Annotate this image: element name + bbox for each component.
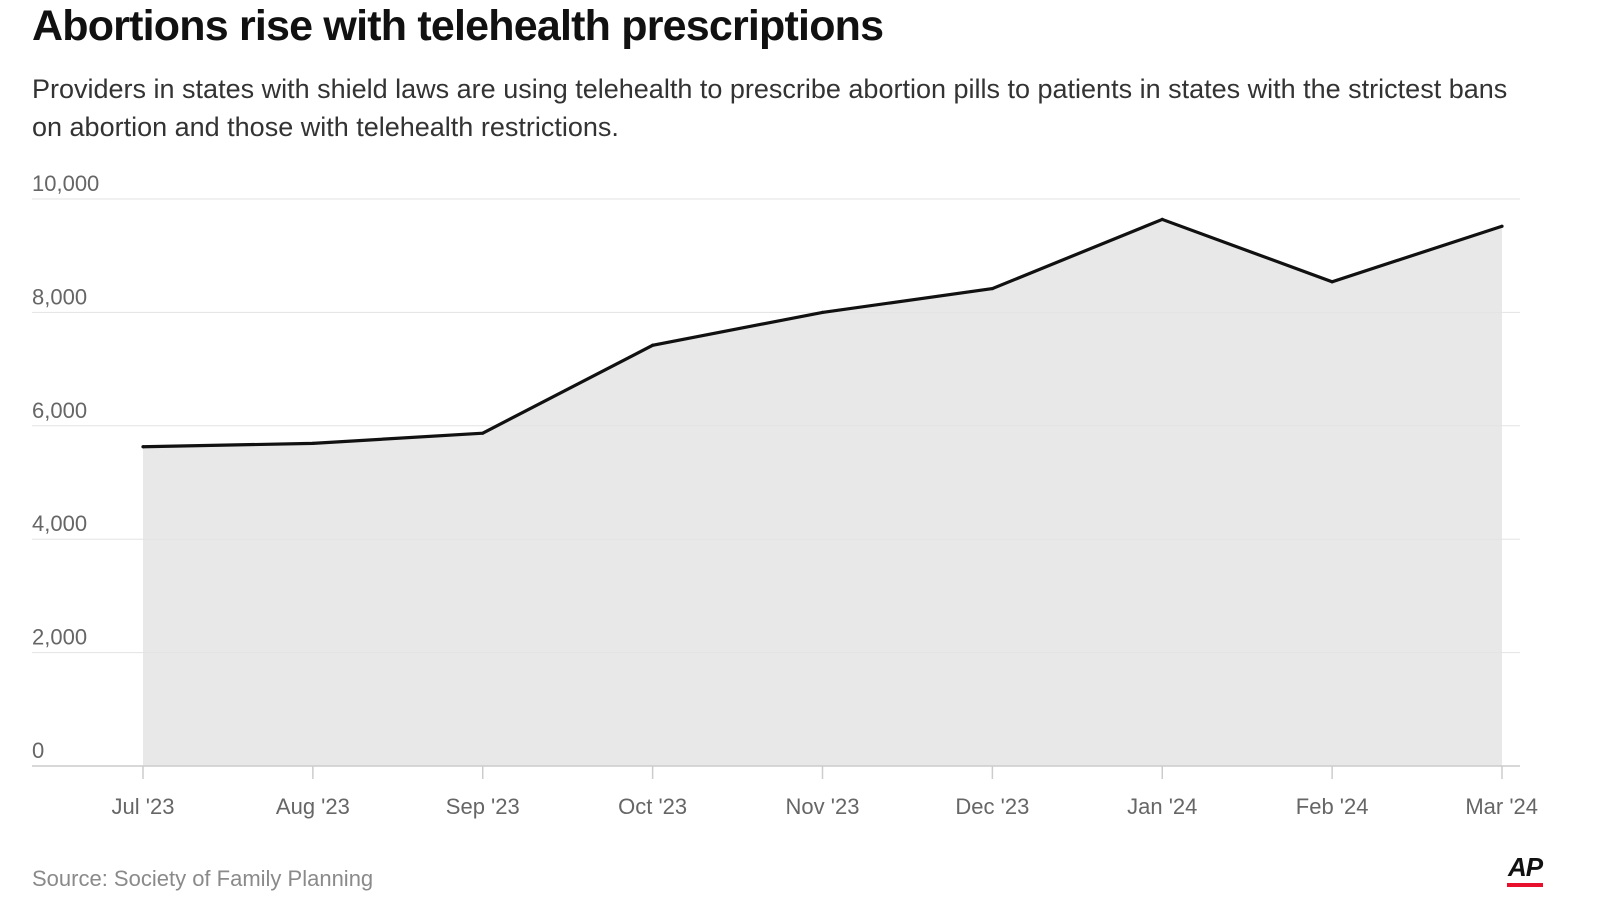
ap-logo-red-bar bbox=[1507, 883, 1543, 887]
data-point bbox=[311, 441, 315, 445]
y-tick-label: 10,000 bbox=[32, 171, 99, 196]
x-tick-label: Oct '23 bbox=[618, 794, 687, 819]
x-tick-label: Dec '23 bbox=[955, 794, 1029, 819]
line-area-chart: 0 2,000 4,000 6,000 8,000 10,000 Jul '23 Aug '2… bbox=[32, 171, 1538, 819]
source-note: Source: Society of Family Planning bbox=[32, 866, 374, 891]
x-tick-label: Jan '24 bbox=[1127, 794, 1197, 819]
data-point bbox=[141, 445, 145, 449]
y-tick-label: 4,000 bbox=[32, 511, 87, 536]
y-tick-label: 8,000 bbox=[32, 284, 87, 309]
ap-logo: AP bbox=[1506, 852, 1544, 892]
y-tick-label: 6,000 bbox=[32, 398, 87, 423]
data-point bbox=[820, 310, 825, 314]
x-tick-label: Aug '23 bbox=[276, 794, 350, 819]
x-tick-label: Jul '23 bbox=[112, 794, 175, 819]
data-point bbox=[651, 343, 655, 347]
y-tick-label: 0 bbox=[32, 738, 44, 763]
x-tick-label: Mar '24 bbox=[1465, 794, 1538, 819]
data-point bbox=[1160, 217, 1164, 222]
data-point bbox=[481, 431, 485, 435]
x-tick-label: Feb '24 bbox=[1296, 794, 1369, 819]
x-tick-label: Sep '23 bbox=[446, 794, 520, 819]
data-point bbox=[1330, 280, 1334, 284]
ap-logo-text: AP bbox=[1507, 852, 1543, 882]
chart-subtitle: Providers in states with shield laws are… bbox=[32, 74, 1508, 142]
area-fill bbox=[143, 219, 1502, 767]
x-tick-label: Nov '23 bbox=[786, 794, 860, 819]
data-point bbox=[1500, 224, 1504, 228]
chart-title: Abortions rise with telehealth prescript… bbox=[32, 2, 884, 50]
data-point bbox=[990, 286, 994, 291]
y-tick-label: 2,000 bbox=[32, 625, 87, 650]
